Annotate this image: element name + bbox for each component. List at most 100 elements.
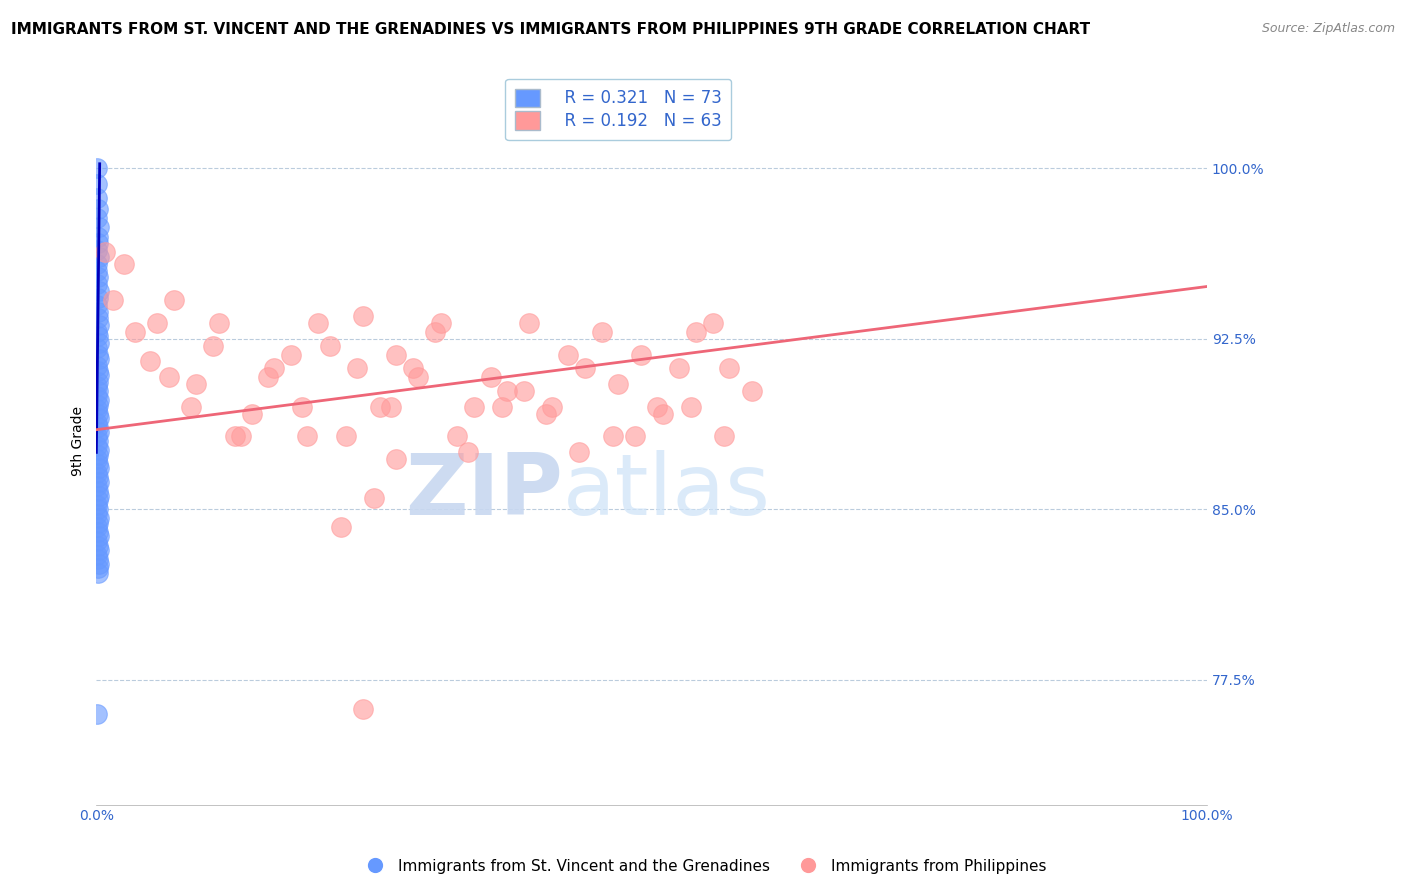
Point (86, 211, 108, 226)
Legend:   R = 0.321   N = 73,   R = 0.192   N = 63: R = 0.321 N = 73, R = 0.192 N = 63 (505, 78, 731, 140)
Point (87, 336, 110, 351)
Point (87, 270, 110, 285)
Point (86, 325, 108, 339)
Text: Source: ZipAtlas.com: Source: ZipAtlas.com (1261, 22, 1395, 36)
Point (457, 445, 479, 459)
Point (630, 348, 652, 362)
Point (87, 516, 110, 530)
Point (86, 161, 108, 176)
Point (86, 706, 108, 721)
Point (624, 429, 647, 443)
Point (496, 384, 519, 398)
Point (713, 429, 735, 443)
Point (263, 361, 285, 376)
Text: atlas: atlas (562, 450, 770, 533)
Point (87, 457, 110, 471)
Point (86, 329, 108, 343)
Point (702, 316, 724, 330)
Point (87, 434, 110, 448)
Point (87, 461, 110, 475)
Point (87, 493, 110, 508)
Point (86, 507, 108, 521)
Point (574, 361, 596, 376)
Point (87, 425, 110, 439)
Point (380, 400, 402, 414)
Point (87, 236, 110, 251)
Point (308, 316, 330, 330)
Point (346, 361, 368, 376)
Point (568, 445, 591, 459)
Point (138, 354, 160, 368)
Y-axis label: 9th Grade: 9th Grade (72, 406, 86, 476)
Point (94, 245, 117, 260)
Point (668, 361, 690, 376)
Point (86, 452, 108, 467)
Point (86, 277, 108, 292)
Point (607, 377, 630, 392)
Point (207, 316, 229, 330)
Point (87, 411, 110, 425)
Point (519, 316, 541, 330)
Point (86, 548, 108, 562)
Point (86, 263, 108, 277)
Point (86, 229, 108, 244)
Point (429, 316, 451, 330)
Point (363, 491, 385, 505)
Point (86, 429, 108, 443)
Point (87, 443, 110, 458)
Point (87, 250, 110, 264)
Point (86, 502, 108, 516)
Point (741, 384, 763, 398)
Point (163, 293, 186, 307)
Point (87, 311, 110, 326)
Point (86, 341, 108, 355)
Point (87, 566, 110, 580)
Point (87, 557, 110, 571)
Point (240, 407, 263, 421)
Point (540, 400, 562, 414)
Point (86, 379, 108, 393)
Point (87, 318, 110, 333)
Point (86, 552, 108, 566)
Point (157, 370, 180, 384)
Point (86, 178, 108, 192)
Point (86, 520, 108, 534)
Point (557, 348, 579, 362)
Point (463, 400, 485, 414)
Point (291, 400, 314, 414)
Point (329, 520, 352, 534)
Point (479, 370, 502, 384)
Point (87, 202, 110, 217)
Point (146, 316, 169, 330)
Point (86, 291, 108, 305)
Point (297, 429, 319, 443)
Point (186, 377, 208, 392)
Point (423, 325, 446, 339)
Point (86, 420, 108, 434)
Point (201, 338, 224, 352)
Point (87, 543, 110, 558)
Point (86, 402, 108, 417)
Point (86, 470, 108, 484)
Point (352, 309, 374, 323)
Point (112, 257, 135, 271)
Point (86, 479, 108, 493)
Point (87, 511, 110, 525)
Point (87, 368, 110, 383)
Point (86, 359, 108, 373)
Point (180, 400, 202, 414)
Point (718, 361, 741, 376)
Point (87, 483, 110, 498)
Point (86, 191, 108, 205)
Point (335, 429, 357, 443)
Point (86, 257, 108, 271)
Point (86, 298, 108, 312)
Point (86, 439, 108, 453)
Point (685, 325, 707, 339)
Point (86, 243, 108, 257)
Point (513, 384, 536, 398)
Point (651, 407, 673, 421)
Point (87, 384, 110, 398)
Legend: Immigrants from St. Vincent and the Grenadines, Immigrants from Philippines: Immigrants from St. Vincent and the Gren… (353, 853, 1053, 880)
Point (87, 393, 110, 408)
